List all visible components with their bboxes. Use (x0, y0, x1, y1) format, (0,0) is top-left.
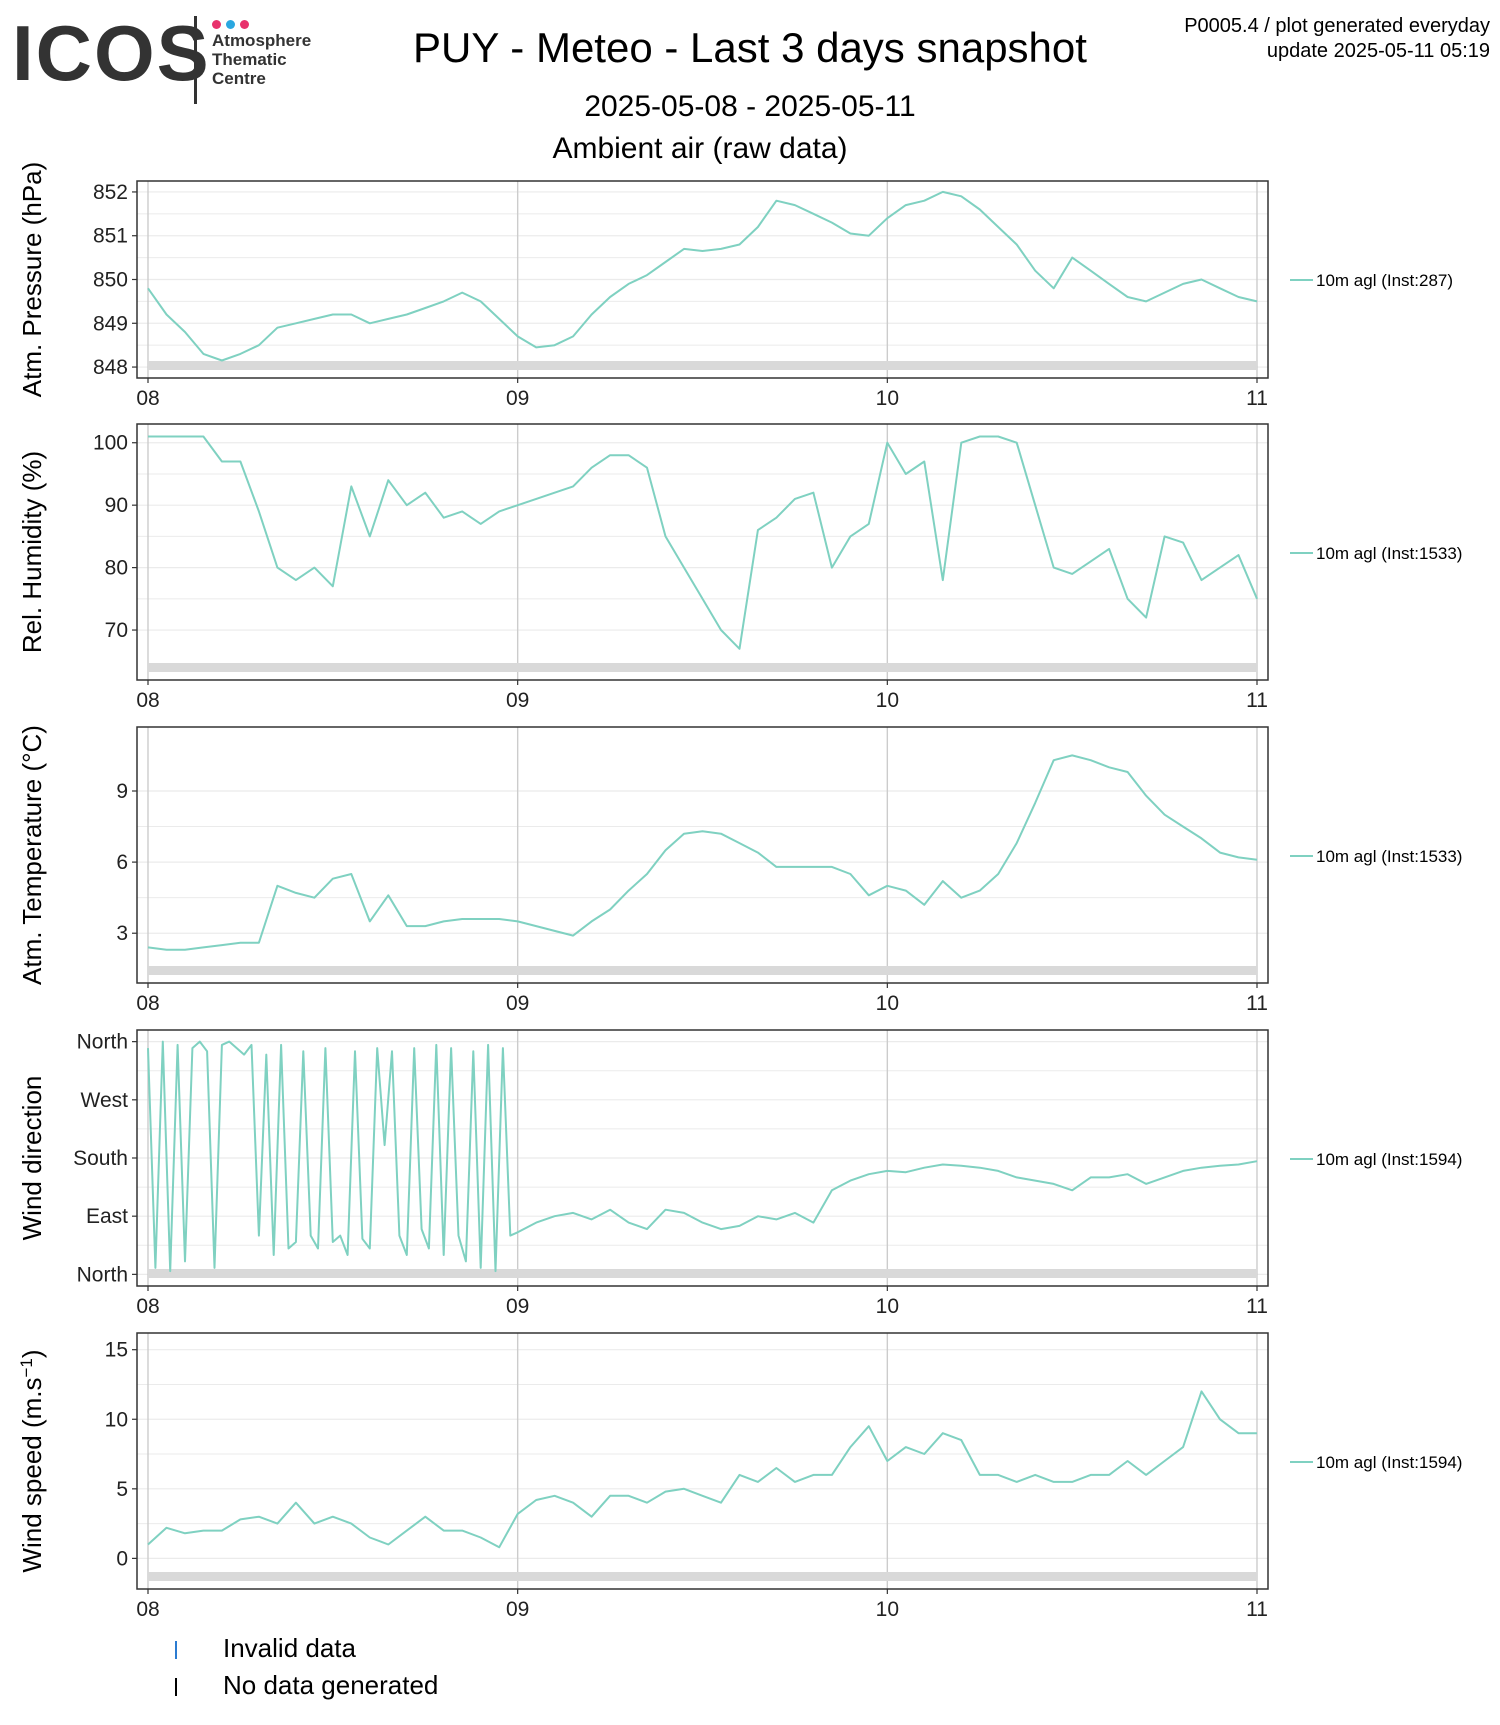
data-status-band (148, 361, 1257, 370)
y-tick-label: 850 (93, 269, 128, 292)
y-tick-label: 3 (116, 922, 128, 945)
legend-series-label: 10m agl (Inst:1594) (1316, 1150, 1462, 1169)
legend-invalid-data: Invalid data (175, 1633, 356, 1664)
y-tick-label: 851 (93, 225, 128, 248)
y-tick-label: 80 (105, 557, 128, 580)
icos-logo-text: ICOS (12, 9, 211, 97)
generation-note-line-2: update 2025-05-11 05:19 (1266, 40, 1490, 62)
y-axis-title: Wind direction (17, 1076, 47, 1241)
y-tick-label: North (77, 1263, 128, 1286)
series-line-2-0 (147, 754, 1258, 951)
data-status-band (148, 966, 1257, 975)
x-tick-label: 10 (876, 1295, 899, 1318)
legend-series-label: 10m agl (Inst:1594) (1316, 1453, 1462, 1472)
logo-sub-line-2: Thematic (212, 50, 287, 69)
x-tick-label: 10 (876, 387, 899, 410)
x-tick-label: 11 (1246, 992, 1268, 1015)
legend-no-data: No data generated (175, 1670, 438, 1701)
x-tick-label: 08 (136, 1598, 159, 1621)
y-tick-label: 90 (105, 494, 128, 517)
series-line-0-0 (147, 190, 1258, 362)
y-tick-label: 6 (116, 851, 128, 874)
legend-series-label: 10m agl (Inst:287) (1316, 271, 1453, 290)
logo-divider (194, 16, 197, 104)
y-axis-title: Atm. Pressure (hPa) (17, 162, 47, 398)
panel-2: 10m agl (Inst:1533) 3 6 9 08 09 10 11 Atm. Tempe… (17, 725, 1462, 1015)
logo-dot-0 (212, 20, 221, 29)
x-tick-label: 09 (506, 689, 529, 712)
panel-border (136, 726, 1269, 984)
y-tick-label: West (81, 1089, 129, 1112)
y-tick-label: 852 (93, 181, 128, 204)
x-tick-label: 11 (1246, 689, 1268, 712)
x-tick-label: 09 (506, 992, 529, 1015)
y-axis-title: Rel. Humidity (%) (17, 451, 47, 653)
logo-sub-line-1: Atmosphere (212, 31, 312, 50)
y-tick-label: North (77, 1031, 128, 1054)
y-tick-label: 100 (93, 432, 128, 455)
x-tick-label: 11 (1246, 387, 1268, 410)
no-data-marker (175, 1678, 177, 1697)
legend-nodata-label: No data generated (223, 1670, 439, 1700)
x-tick-label: 08 (136, 1295, 159, 1318)
legend-series-label: 10m agl (Inst:1533) (1316, 544, 1462, 563)
x-tick-label: 08 (136, 992, 159, 1015)
x-tick-label: 11 (1246, 1295, 1268, 1318)
y-axis-title: Wind speed (m.s−1) (17, 1349, 48, 1572)
panel-1: 10m agl (Inst:1533) 70 80 90 100 08 09 10 11 Rel.… (17, 423, 1462, 712)
data-status-band (148, 1572, 1257, 1581)
generation-note-line-1: P0005.4 / plot generated everyday (1184, 15, 1490, 37)
panel-4: 10m agl (Inst:1594) 0 5 10 15 08 09 10 11 Wind sp… (17, 1332, 1462, 1621)
invalid-data-marker (175, 1641, 177, 1660)
y-axis-title: Atm. Temperature (°C) (17, 725, 47, 985)
y-tick-label: 0 (116, 1547, 128, 1570)
x-tick-label: 09 (506, 1295, 529, 1318)
panel-border (136, 1332, 1269, 1590)
panel-0: 10m agl (Inst:287) 848 849 850 851 852 08 09 10 1… (17, 162, 1453, 410)
y-axis-title-close: ) (17, 1349, 47, 1358)
x-tick-label: 10 (876, 1598, 899, 1621)
x-tick-label: 10 (876, 689, 899, 712)
generation-note: P0005.4 / plot generated everyday update… (1184, 14, 1490, 64)
y-tick-label: 15 (105, 1339, 128, 1362)
x-tick-label: 09 (506, 1598, 529, 1621)
y-tick-label: 5 (116, 1478, 128, 1501)
series-line-4-0 (147, 1390, 1257, 1549)
y-tick-label: 70 (105, 619, 128, 642)
y-tick-label: 10 (105, 1408, 128, 1431)
y-tick-label: South (73, 1147, 128, 1170)
logo-dots (212, 16, 254, 34)
logo-dot-1 (226, 20, 235, 29)
legend-invalid-label: Invalid data (223, 1633, 356, 1663)
panel-3: 10m agl (Inst:1594) North East South West Nor… (17, 1029, 1462, 1318)
series-line-1-0 (148, 435, 1258, 650)
logo-subtitle: Atmosphere Thematic Centre (212, 31, 332, 88)
chart-subtitle: Ambient air (raw data) (552, 132, 848, 165)
x-tick-label: 08 (136, 387, 159, 410)
data-status-band (148, 663, 1257, 672)
page-title: PUY - Meteo - Last 3 days snapshot (413, 24, 1087, 71)
data-status-band (148, 1269, 1257, 1278)
y-tick-label: East (86, 1205, 128, 1228)
logo-dot-2 (240, 20, 249, 29)
x-tick-label: 08 (136, 689, 159, 712)
x-tick-label: 11 (1246, 1598, 1268, 1621)
y-tick-label: 9 (116, 780, 128, 803)
panel-border (136, 423, 1269, 681)
x-tick-label: 09 (506, 387, 529, 410)
date-range: 2025-05-08 - 2025-05-11 (584, 90, 916, 123)
y-axis-title-superscript: −1 (17, 1358, 36, 1377)
legend-series-label: 10m agl (Inst:1533) (1316, 847, 1462, 866)
x-tick-label: 10 (876, 992, 899, 1015)
y-tick-label: 848 (93, 356, 128, 379)
y-tick-label: 849 (93, 312, 128, 335)
series-line-3-0 (147, 1040, 1258, 1273)
logo-sub-line-3: Centre (212, 69, 266, 88)
